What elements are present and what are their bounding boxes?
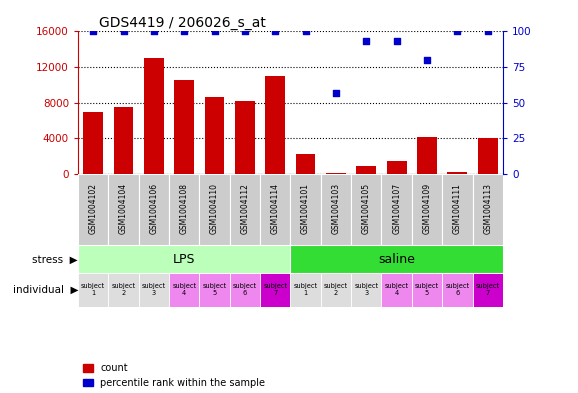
Text: GSM1004102: GSM1004102 — [88, 183, 98, 234]
Point — [88, 28, 98, 35]
FancyBboxPatch shape — [321, 274, 351, 307]
FancyBboxPatch shape — [260, 174, 291, 245]
Bar — [387, 161, 406, 174]
FancyBboxPatch shape — [321, 174, 351, 245]
FancyBboxPatch shape — [381, 274, 412, 307]
Point — [271, 28, 280, 35]
FancyBboxPatch shape — [109, 174, 139, 245]
Text: LPS: LPS — [173, 253, 195, 266]
FancyBboxPatch shape — [351, 174, 381, 245]
Bar — [478, 138, 498, 174]
FancyBboxPatch shape — [442, 274, 473, 307]
FancyBboxPatch shape — [230, 274, 260, 307]
Text: GSM1004101: GSM1004101 — [301, 183, 310, 234]
Point — [331, 90, 340, 96]
Text: GSM1004107: GSM1004107 — [392, 183, 401, 234]
Bar — [175, 81, 194, 174]
Text: stress  ▶: stress ▶ — [32, 254, 78, 264]
Text: saline: saline — [378, 253, 415, 266]
Text: subject
6: subject 6 — [445, 283, 469, 296]
Point — [210, 28, 219, 35]
FancyBboxPatch shape — [199, 274, 230, 307]
Text: GSM1004113: GSM1004113 — [483, 183, 492, 234]
FancyBboxPatch shape — [473, 274, 503, 307]
Text: GSM1004114: GSM1004114 — [271, 183, 280, 234]
FancyBboxPatch shape — [412, 274, 442, 307]
FancyBboxPatch shape — [78, 174, 109, 245]
Text: GSM1004108: GSM1004108 — [180, 183, 189, 234]
Point — [362, 38, 371, 44]
Text: GSM1004109: GSM1004109 — [423, 183, 432, 234]
FancyBboxPatch shape — [169, 274, 199, 307]
FancyBboxPatch shape — [260, 274, 291, 307]
Text: subject
7: subject 7 — [476, 283, 500, 296]
Text: subject
4: subject 4 — [384, 283, 409, 296]
Text: subject
4: subject 4 — [172, 283, 197, 296]
Bar — [417, 137, 437, 174]
FancyBboxPatch shape — [412, 174, 442, 245]
Point — [392, 38, 401, 44]
Point — [180, 28, 189, 35]
Point — [301, 28, 310, 35]
FancyBboxPatch shape — [381, 174, 412, 245]
FancyBboxPatch shape — [109, 274, 139, 307]
Point — [453, 28, 462, 35]
Bar — [296, 154, 316, 174]
Bar — [326, 173, 346, 174]
Text: GSM1004104: GSM1004104 — [119, 183, 128, 234]
Legend: count, percentile rank within the sample: count, percentile rank within the sample — [83, 363, 265, 388]
Bar — [114, 107, 134, 174]
Text: GSM1004103: GSM1004103 — [331, 183, 340, 234]
Text: subject
3: subject 3 — [354, 283, 379, 296]
FancyBboxPatch shape — [291, 174, 321, 245]
FancyBboxPatch shape — [139, 174, 169, 245]
Point — [240, 28, 250, 35]
Text: individual  ▶: individual ▶ — [13, 285, 78, 295]
FancyBboxPatch shape — [199, 174, 230, 245]
Point — [119, 28, 128, 35]
FancyBboxPatch shape — [291, 274, 321, 307]
Text: subject
2: subject 2 — [112, 283, 136, 296]
Text: subject
5: subject 5 — [202, 283, 227, 296]
FancyBboxPatch shape — [78, 274, 109, 307]
Bar — [83, 112, 103, 174]
Text: GSM1004112: GSM1004112 — [240, 183, 250, 234]
Text: GSM1004105: GSM1004105 — [362, 183, 371, 234]
FancyBboxPatch shape — [291, 245, 503, 274]
Text: subject
2: subject 2 — [324, 283, 348, 296]
Bar — [447, 172, 467, 174]
Text: GSM1004106: GSM1004106 — [149, 183, 158, 234]
Point — [483, 28, 492, 35]
Text: subject
3: subject 3 — [142, 283, 166, 296]
Text: GSM1004111: GSM1004111 — [453, 183, 462, 234]
Bar — [205, 97, 224, 174]
Point — [423, 57, 432, 63]
Text: GSM1004110: GSM1004110 — [210, 183, 219, 234]
FancyBboxPatch shape — [169, 174, 199, 245]
FancyBboxPatch shape — [139, 274, 169, 307]
Text: subject
7: subject 7 — [263, 283, 287, 296]
FancyBboxPatch shape — [230, 174, 260, 245]
Text: subject
5: subject 5 — [415, 283, 439, 296]
Bar — [357, 166, 376, 174]
FancyBboxPatch shape — [442, 174, 473, 245]
Text: GDS4419 / 206026_s_at: GDS4419 / 206026_s_at — [99, 17, 266, 30]
FancyBboxPatch shape — [473, 174, 503, 245]
Bar — [144, 58, 164, 174]
Point — [149, 28, 158, 35]
Text: subject
1: subject 1 — [81, 283, 105, 296]
Text: subject
6: subject 6 — [233, 283, 257, 296]
FancyBboxPatch shape — [351, 274, 381, 307]
Bar — [265, 76, 285, 174]
FancyBboxPatch shape — [78, 245, 291, 274]
Bar — [235, 101, 255, 174]
Text: subject
1: subject 1 — [294, 283, 318, 296]
